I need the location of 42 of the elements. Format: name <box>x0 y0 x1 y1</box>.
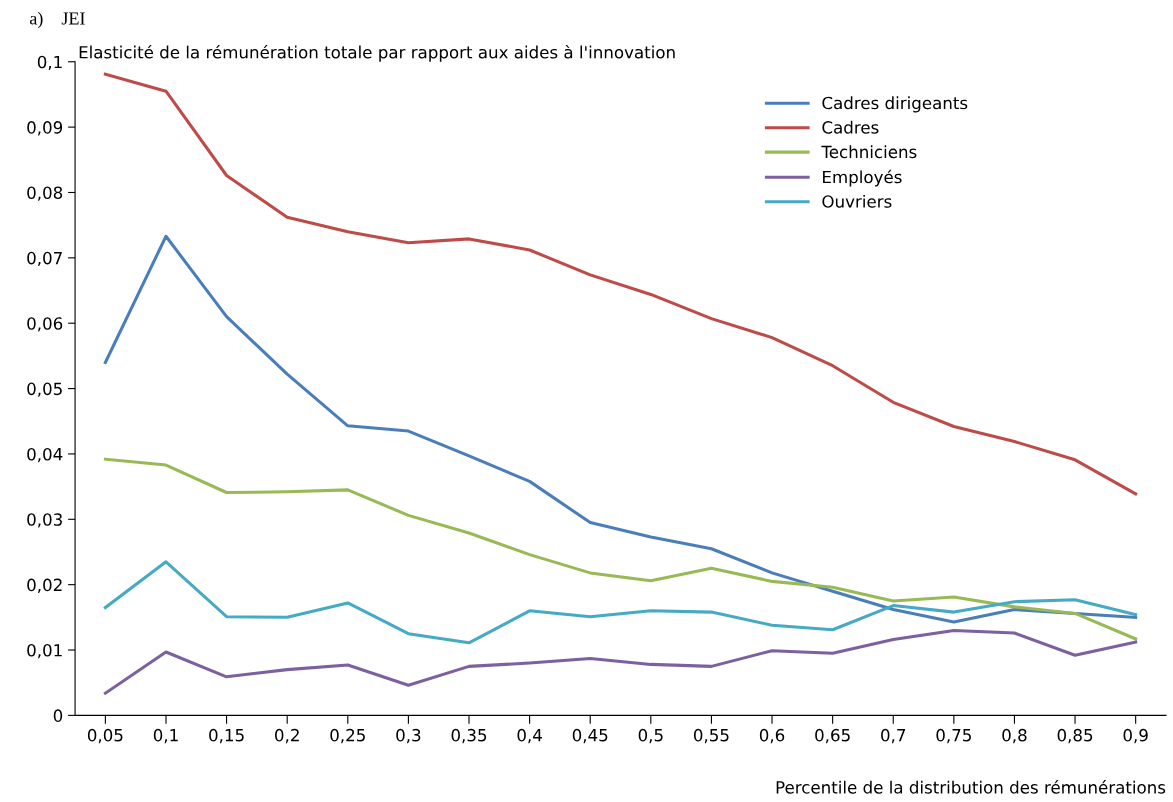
x-axis-title: Percentile de la distribution des rémunérations <box>776 780 1166 794</box>
legend-label: Cadres <box>822 120 879 134</box>
x-tick-label: 0,5 <box>638 728 663 744</box>
line-series <box>103 457 1138 641</box>
line-series <box>103 560 1138 645</box>
y-tick-label: 0,05 <box>27 382 62 397</box>
y-tick-label: 0 <box>53 709 63 722</box>
x-tick-label: 0,45 <box>572 728 608 744</box>
y-tick-label: 0,09 <box>27 121 63 136</box>
line-series <box>103 234 1138 624</box>
x-tick-label: 0,6 <box>759 728 785 744</box>
legend-label: Techniciens <box>821 145 917 159</box>
legend-label: Cadres dirigeants <box>822 96 968 113</box>
y-tick-label: 0,01 <box>27 643 62 659</box>
x-tick-label: 0,9 <box>1123 728 1148 744</box>
legend-label: Ouvriers <box>822 194 892 208</box>
y-tick-label: 0,07 <box>27 251 62 267</box>
chart-title: Elasticité de la rémunération totale par rapport aux aides à l'innovation <box>79 44 675 62</box>
x-tick-label: 0,8 <box>1002 728 1027 744</box>
x-tick-label: 0,85 <box>1057 728 1093 744</box>
x-tick-label: 0,1 <box>153 728 178 744</box>
x-tick-label: 0,7 <box>881 728 906 744</box>
y-tick-label: 0,03 <box>27 513 62 528</box>
x-tick-label: 0,25 <box>330 728 365 744</box>
x-tick-label: 0,4 <box>517 728 542 744</box>
y-tick-label: 0,1 <box>37 55 62 71</box>
x-tick-label: 0,15 <box>209 728 244 744</box>
y-tick-label: 0,04 <box>27 447 63 463</box>
legend-label: Employés <box>823 169 902 187</box>
x-tick-label: 0,65 <box>815 728 850 744</box>
line-series <box>103 628 1138 695</box>
y-tick-label: 0,08 <box>27 186 63 201</box>
y-tick-label: 0,02 <box>27 578 62 593</box>
x-tick-label: 0,3 <box>396 728 421 744</box>
x-tick-label: 0,2 <box>275 728 299 744</box>
x-tick-label: 0,75 <box>936 728 971 744</box>
y-tick-label: 0,06 <box>27 317 63 332</box>
text: a) JEI <box>29 11 85 29</box>
x-tick-label: 0,55 <box>693 728 729 744</box>
x-tick-label: 0,05 <box>87 728 123 744</box>
line-series <box>103 72 1138 496</box>
x-tick-label: 0,35 <box>451 728 487 744</box>
